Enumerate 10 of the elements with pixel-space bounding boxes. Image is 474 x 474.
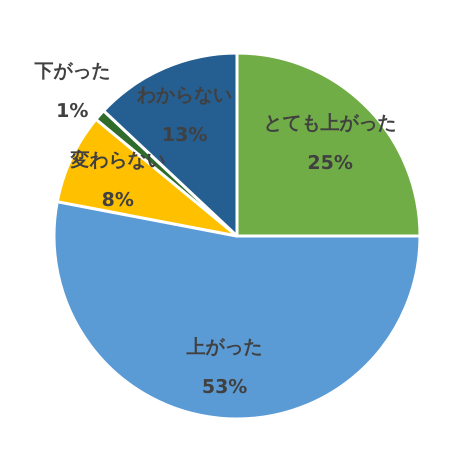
slice-label: とても上がった: [264, 112, 397, 134]
data-label: 8%: [102, 188, 134, 211]
data-label: 1%: [56, 100, 88, 122]
data-label: 25%: [307, 152, 353, 174]
data-label: 13%: [162, 124, 208, 146]
slice-label: 上がった: [186, 336, 263, 358]
slice-label: 変わらない: [69, 148, 166, 171]
data-label: 53%: [202, 376, 248, 398]
slice-label: 下がった: [33, 60, 110, 82]
slice-label: わからない: [136, 84, 232, 106]
